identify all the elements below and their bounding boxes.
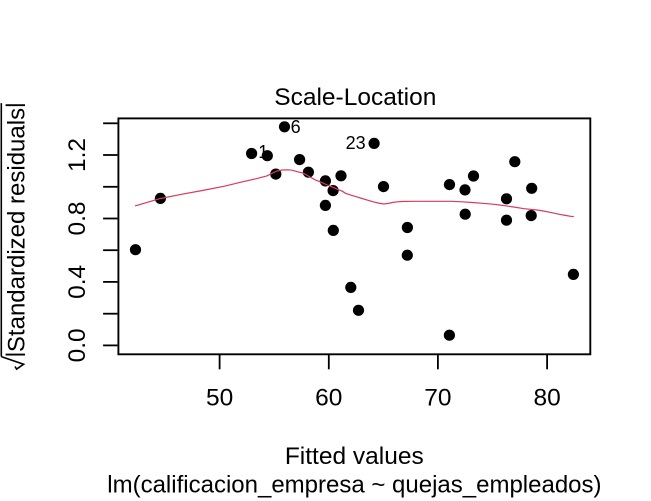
svg-text:60: 60 [315,385,342,412]
svg-text:6: 6 [291,117,301,137]
svg-text:0.4: 0.4 [64,265,91,299]
svg-text:80: 80 [533,385,560,412]
svg-text:70: 70 [424,385,451,412]
svg-text:lm(calificacion_empresa ~ quej: lm(calificacion_empresa ~ quejas_emplead… [107,472,601,499]
svg-text:Fitted values: Fitted values [285,443,424,470]
svg-text:23: 23 [346,133,366,153]
svg-text:Standardized residuals: Standardized residuals [4,108,31,352]
svg-text:50: 50 [206,385,233,412]
svg-text:1: 1 [258,142,268,162]
svg-text:0.0: 0.0 [64,328,91,362]
svg-text:1.2: 1.2 [64,138,91,172]
svg-text:Scale-Location: Scale-Location [274,84,436,111]
svg-text:0.8: 0.8 [64,201,91,235]
